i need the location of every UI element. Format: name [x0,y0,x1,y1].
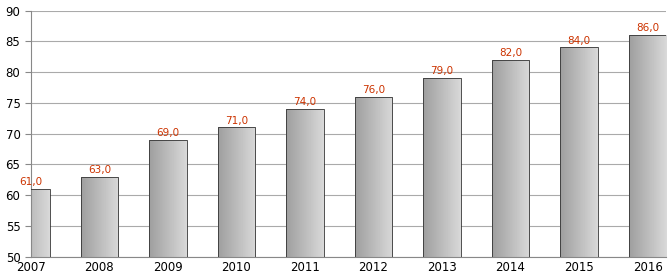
Text: 63,0: 63,0 [88,165,111,175]
Text: 86,0: 86,0 [636,23,659,33]
Bar [560,47,598,256]
Bar [492,60,530,256]
Bar [355,97,392,256]
Text: 69,0: 69,0 [157,128,179,138]
Bar [12,189,50,256]
Bar [149,140,187,256]
Text: 76,0: 76,0 [362,85,385,95]
Text: 71,0: 71,0 [225,116,248,125]
Bar [629,35,667,256]
Text: 84,0: 84,0 [568,36,591,46]
Bar [423,78,461,256]
Text: 74,0: 74,0 [294,97,317,107]
Text: 82,0: 82,0 [499,48,522,58]
Bar [81,177,118,256]
Text: 79,0: 79,0 [431,66,454,76]
Bar [218,127,255,256]
Bar [286,109,324,256]
Text: 61,0: 61,0 [19,177,42,187]
